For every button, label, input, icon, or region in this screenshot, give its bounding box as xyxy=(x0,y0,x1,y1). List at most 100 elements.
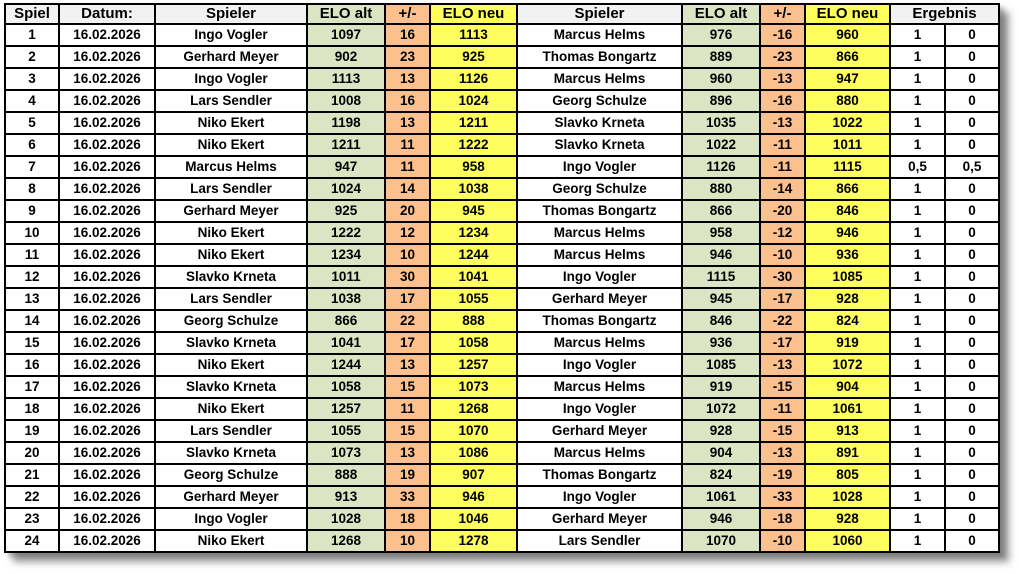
cell-p1-elo-alt: 1008 xyxy=(306,89,386,113)
cell-spiel: 11 xyxy=(4,243,60,267)
cell-spiel: 1 xyxy=(4,23,60,47)
cell-p1-elo-neu: 1244 xyxy=(429,243,518,267)
cell-spiel: 2 xyxy=(4,45,60,69)
cell-spiel: 21 xyxy=(4,463,60,487)
cell-p2-name: Gerhard Meyer xyxy=(516,287,683,311)
cell-p2-diff: -11 xyxy=(759,155,806,179)
cell-datum: 16.02.2026 xyxy=(58,177,156,201)
cell-p1-elo-neu: 1222 xyxy=(429,133,518,157)
cell-p2-name: Slavko Krneta xyxy=(516,133,683,157)
cell-p2-elo-neu: 846 xyxy=(804,199,891,223)
cell-p1-name: Niko Ekert xyxy=(154,111,308,135)
cell-p2-name: Ingo Vogler xyxy=(516,397,683,421)
cell-ergebnis-2: 0 xyxy=(944,441,1000,465)
cell-p1-elo-neu: 946 xyxy=(429,485,518,509)
cell-p1-name: Marcus Helms xyxy=(154,155,308,179)
cell-p2-elo-alt: 946 xyxy=(681,243,761,267)
cell-p1-name: Slavko Krneta xyxy=(154,375,308,399)
cell-p1-elo-neu: 1058 xyxy=(429,331,518,355)
cell-p1-name: Niko Ekert xyxy=(154,529,308,553)
cell-ergebnis-2: 0 xyxy=(944,309,1000,333)
cell-p1-name: Lars Sendler xyxy=(154,287,308,311)
table-row: 4 16.02.2026 Lars Sendler 1008 16 1024 Georg S… xyxy=(4,89,1000,113)
cell-p1-elo-alt: 1222 xyxy=(306,221,386,245)
cell-p1-diff: 13 xyxy=(384,353,431,377)
cell-p1-name: Niko Ekert xyxy=(154,243,308,267)
cell-p2-elo-neu: 1085 xyxy=(804,265,891,289)
cell-p1-elo-neu: 945 xyxy=(429,199,518,223)
cell-p2-name: Marcus Helms xyxy=(516,67,683,91)
cell-p1-elo-alt: 1234 xyxy=(306,243,386,267)
table-row: 13 16.02.2026 Lars Sendler 1038 17 1055 Gerhar… xyxy=(4,287,1000,311)
cell-datum: 16.02.2026 xyxy=(58,309,156,333)
cell-ergebnis-2: 0 xyxy=(944,45,1000,69)
cell-datum: 16.02.2026 xyxy=(58,199,156,223)
cell-p2-diff: -22 xyxy=(759,309,806,333)
cell-p1-name: Slavko Krneta xyxy=(154,331,308,355)
cell-p1-name: Georg Schulze xyxy=(154,309,308,333)
cell-datum: 16.02.2026 xyxy=(58,463,156,487)
cell-p2-name: Thomas Bongartz xyxy=(516,309,683,333)
cell-p2-name: Slavko Krneta xyxy=(516,111,683,135)
cell-ergebnis-2: 0 xyxy=(944,265,1000,289)
cell-ergebnis-1: 1 xyxy=(889,177,946,201)
cell-p2-elo-alt: 958 xyxy=(681,221,761,245)
cell-p1-diff: 12 xyxy=(384,221,431,245)
cell-p2-elo-neu: 960 xyxy=(804,23,891,47)
cell-p2-diff: -13 xyxy=(759,67,806,91)
cell-datum: 16.02.2026 xyxy=(58,111,156,135)
table-body: 1 16.02.2026 Ingo Vogler 1097 16 1113 Marcus H… xyxy=(4,23,1000,553)
cell-p1-elo-alt: 913 xyxy=(306,485,386,509)
cell-p2-elo-alt: 936 xyxy=(681,331,761,355)
cell-p2-elo-neu: 1061 xyxy=(804,397,891,421)
cell-datum: 16.02.2026 xyxy=(58,397,156,421)
cell-datum: 16.02.2026 xyxy=(58,45,156,69)
column-header-p2-diff: +/- xyxy=(759,3,806,25)
cell-spiel: 22 xyxy=(4,485,60,509)
cell-p2-elo-alt: 1126 xyxy=(681,155,761,179)
cell-p2-elo-alt: 919 xyxy=(681,375,761,399)
cell-datum: 16.02.2026 xyxy=(58,155,156,179)
cell-ergebnis-1: 1 xyxy=(889,353,946,377)
cell-datum: 16.02.2026 xyxy=(58,133,156,157)
cell-p1-name: Niko Ekert xyxy=(154,221,308,245)
cell-spiel: 4 xyxy=(4,89,60,113)
cell-p1-elo-alt: 1257 xyxy=(306,397,386,421)
cell-p2-diff: -20 xyxy=(759,199,806,223)
cell-p1-elo-alt: 888 xyxy=(306,463,386,487)
cell-p2-elo-alt: 928 xyxy=(681,419,761,443)
cell-p1-elo-alt: 1058 xyxy=(306,375,386,399)
cell-p1-diff: 17 xyxy=(384,287,431,311)
cell-ergebnis-2: 0 xyxy=(944,331,1000,355)
cell-p2-elo-alt: 1115 xyxy=(681,265,761,289)
cell-datum: 16.02.2026 xyxy=(58,89,156,113)
cell-p1-name: Lars Sendler xyxy=(154,419,308,443)
cell-datum: 16.02.2026 xyxy=(58,529,156,553)
cell-p2-diff: -16 xyxy=(759,23,806,47)
cell-p2-elo-neu: 928 xyxy=(804,287,891,311)
cell-p1-diff: 10 xyxy=(384,243,431,267)
cell-p1-diff: 30 xyxy=(384,265,431,289)
header-row: Spiel Datum: Spieler ELO alt +/- ELO neu Spiel… xyxy=(4,3,1000,25)
column-header-p2-name: Spieler xyxy=(516,3,683,25)
table-row: 10 16.02.2026 Niko Ekert 1222 12 1234 Marcus H… xyxy=(4,221,1000,245)
cell-spiel: 12 xyxy=(4,265,60,289)
cell-spiel: 20 xyxy=(4,441,60,465)
cell-spiel: 24 xyxy=(4,529,60,553)
cell-p1-diff: 11 xyxy=(384,155,431,179)
cell-ergebnis-1: 1 xyxy=(889,507,946,531)
cell-ergebnis-2: 0 xyxy=(944,419,1000,443)
table-row: 12 16.02.2026 Slavko Krneta 1011 30 1041 Ingo … xyxy=(4,265,1000,289)
cell-ergebnis-1: 1 xyxy=(889,375,946,399)
cell-p2-elo-neu: 1060 xyxy=(804,529,891,553)
cell-p1-diff: 20 xyxy=(384,199,431,223)
cell-p1-elo-alt: 1038 xyxy=(306,287,386,311)
cell-p1-diff: 13 xyxy=(384,111,431,135)
cell-p1-elo-neu: 1086 xyxy=(429,441,518,465)
cell-p1-diff: 17 xyxy=(384,331,431,355)
cell-p2-name: Marcus Helms xyxy=(516,243,683,267)
cell-p1-elo-neu: 1126 xyxy=(429,67,518,91)
cell-ergebnis-2: 0 xyxy=(944,199,1000,223)
cell-p1-elo-alt: 866 xyxy=(306,309,386,333)
cell-p2-diff: -11 xyxy=(759,397,806,421)
